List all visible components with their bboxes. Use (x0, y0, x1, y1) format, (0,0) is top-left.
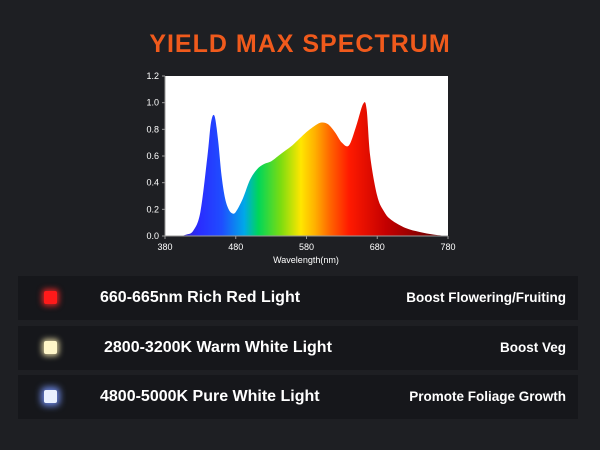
row-label: 660-665nm Rich Red Light (100, 289, 301, 306)
x-tick-label: 780 (440, 242, 455, 252)
row-description: Boost Veg (499, 340, 566, 355)
y-tick-label: 0.6 (146, 151, 159, 161)
spectrum-chart: 0.0 0.2 0.4 0.6 0.8 1.0 1.2 380 480 580 680 780 Fu… (146, 71, 455, 265)
list-item: 4800-5000K Pure White Light Promote Foli… (18, 375, 578, 419)
row-label: 4800-5000K Pure White Light (100, 388, 320, 405)
list-item: 2800-3200K Warm White Light Boost Veg (18, 326, 578, 370)
chart-title: Full Spectrum (170, 76, 250, 90)
list-item: 660-665nm Rich Red Light Boost Flowering… (18, 276, 578, 320)
row-label: 2800-3200K Warm White Light (104, 339, 332, 356)
y-tick-label: 1.0 (146, 98, 159, 108)
row-description: Boost Flowering/Fruiting (406, 290, 566, 305)
warm-white-led-icon (44, 341, 57, 354)
pure-white-led-icon (44, 390, 57, 403)
x-tick-label: 580 (299, 242, 314, 252)
x-axis-label: Wavelength(nm) (273, 255, 339, 265)
y-tick-label: 0.0 (146, 231, 159, 241)
spectrum-area (165, 102, 448, 236)
x-tick-label: 680 (370, 242, 385, 252)
x-tick-label: 480 (228, 242, 243, 252)
x-tick-label: 380 (157, 242, 172, 252)
row-description: Promote Foliage Growth (409, 389, 566, 404)
y-tick-label: 0.4 (146, 178, 159, 188)
y-tick-label: 0.2 (146, 204, 159, 214)
red-led-icon (44, 291, 57, 304)
y-tick-label: 1.2 (146, 71, 159, 81)
y-tick-label: 0.8 (146, 124, 159, 134)
page-title: YIELD MAX SPECTRUM (149, 30, 451, 58)
